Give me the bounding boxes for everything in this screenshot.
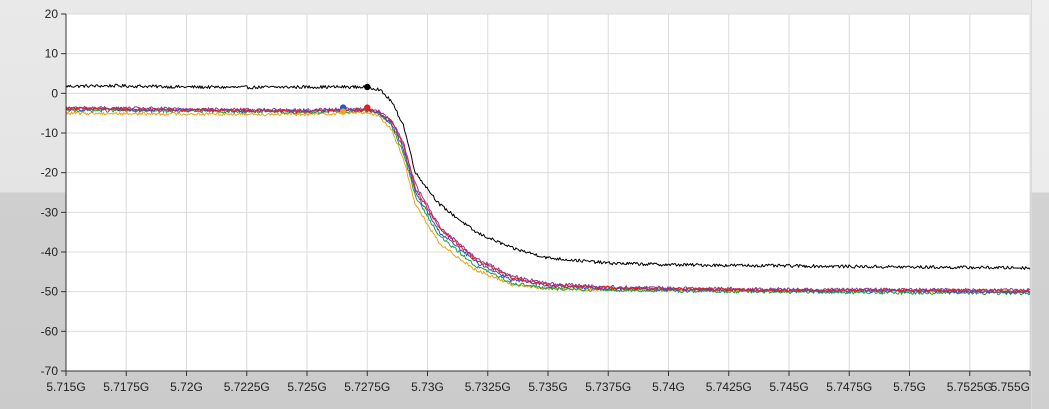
x-tick-label: 5.725G xyxy=(287,380,326,394)
x-tick-label: 5.74G xyxy=(652,380,685,394)
axis-layer: 20 10 0 -10 -20 -30 -40 -50 -60 -70 5.715G 5.7175G 5… xyxy=(41,7,1031,394)
y-tick-label: -30 xyxy=(41,205,59,219)
x-tick-label: 5.745G xyxy=(769,380,808,394)
series-line xyxy=(65,108,1031,296)
x-tick-label: 5.7275G xyxy=(344,380,390,394)
y-tick-label: -50 xyxy=(41,285,59,299)
y-tick-label: -60 xyxy=(41,324,59,338)
y-tick-label: 10 xyxy=(45,47,59,61)
x-tick-label: 5.755G xyxy=(991,380,1030,394)
x-tick-label: 5.7525G xyxy=(947,380,993,394)
y-tick-label: -20 xyxy=(41,166,59,180)
series-marker xyxy=(364,104,371,111)
marker-layer xyxy=(339,83,371,115)
x-tick-label: 5.75G xyxy=(893,380,926,394)
y-tick-label: 0 xyxy=(51,86,58,100)
series-line xyxy=(65,106,1031,293)
x-tick-label: 5.7425G xyxy=(706,380,752,394)
x-tick-label: 5.72G xyxy=(170,380,203,394)
series-marker xyxy=(364,83,371,91)
x-tick-label: 5.7475G xyxy=(826,380,872,394)
x-tick-label: 5.7225G xyxy=(224,380,270,394)
y-tick-label: -40 xyxy=(41,245,59,259)
y-tick-label: 20 xyxy=(45,7,59,21)
x-tick-label: 5.7325G xyxy=(465,380,511,394)
x-tick-label: 5.7175G xyxy=(103,380,149,394)
chart-right-edge xyxy=(1031,0,1049,409)
y-tick-label: -70 xyxy=(41,364,59,378)
grid-layer xyxy=(65,13,1031,372)
series-marker xyxy=(339,108,347,115)
series-line xyxy=(65,83,1031,270)
series-layer xyxy=(65,83,1031,296)
x-tick-label: 5.7375G xyxy=(585,380,631,394)
x-tick-label: 5.73G xyxy=(411,380,444,394)
y-tick-label: -10 xyxy=(41,126,59,140)
x-tick-label: 5.735G xyxy=(528,380,567,394)
x-tick-label: 5.715G xyxy=(46,380,85,394)
